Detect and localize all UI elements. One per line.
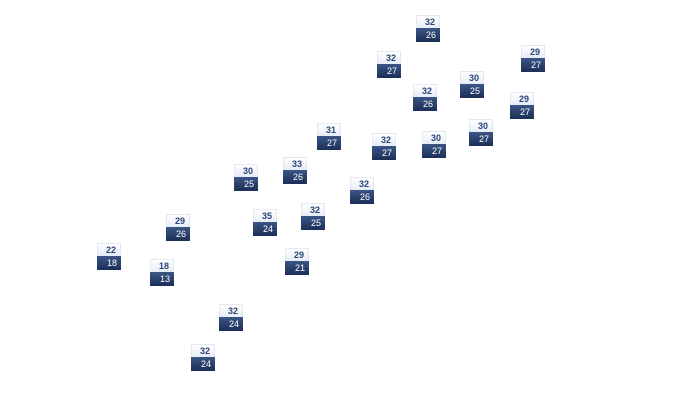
temperature-marker[interactable]: 29 26: [166, 214, 190, 242]
high-temperature: 35: [253, 209, 277, 222]
low-temperature: 27: [521, 58, 545, 72]
high-temperature: 32: [372, 133, 396, 146]
high-temperature: 32: [191, 344, 215, 357]
low-temperature: 26: [283, 170, 307, 184]
low-temperature: 25: [460, 84, 484, 98]
high-temperature: 32: [350, 177, 374, 190]
high-temperature: 22: [97, 243, 121, 256]
temperature-marker[interactable]: 32 27: [377, 51, 401, 79]
high-temperature: 29: [166, 214, 190, 227]
low-temperature: 24: [219, 317, 243, 331]
low-temperature: 27: [510, 105, 534, 119]
temperature-marker[interactable]: 29 21: [285, 248, 309, 276]
temperature-marker[interactable]: 30 25: [234, 164, 258, 192]
temperature-marker[interactable]: 22 18: [97, 243, 121, 271]
low-temperature: 26: [413, 97, 437, 111]
high-temperature: 31: [317, 123, 341, 136]
low-temperature: 25: [301, 216, 325, 230]
low-temperature: 13: [150, 272, 174, 286]
high-temperature: 30: [234, 164, 258, 177]
high-temperature: 32: [301, 203, 325, 216]
low-temperature: 27: [377, 64, 401, 78]
high-temperature: 32: [413, 84, 437, 97]
low-temperature: 26: [166, 227, 190, 241]
low-temperature: 26: [350, 190, 374, 204]
temperature-marker[interactable]: 32 27: [372, 133, 396, 161]
temperature-marker[interactable]: 32 24: [191, 344, 215, 372]
temperature-marker[interactable]: 31 27: [317, 123, 341, 151]
low-temperature: 21: [285, 261, 309, 275]
temperature-marker[interactable]: 33 26: [283, 157, 307, 185]
low-temperature: 25: [234, 177, 258, 191]
temperature-marker[interactable]: 29 27: [510, 92, 534, 120]
temperature-marker[interactable]: 32 24: [219, 304, 243, 332]
high-temperature: 30: [422, 131, 446, 144]
low-temperature: 24: [253, 222, 277, 236]
high-temperature: 33: [283, 157, 307, 170]
temperature-marker[interactable]: 35 24: [253, 209, 277, 237]
high-temperature: 29: [521, 45, 545, 58]
high-temperature: 32: [377, 51, 401, 64]
high-temperature: 30: [469, 119, 493, 132]
high-temperature: 29: [285, 248, 309, 261]
high-temperature: 32: [416, 15, 440, 28]
temperature-marker[interactable]: 32 26: [416, 15, 440, 43]
high-temperature: 30: [460, 71, 484, 84]
low-temperature: 27: [469, 132, 493, 146]
temperature-marker[interactable]: 30 27: [469, 119, 493, 147]
low-temperature: 26: [416, 28, 440, 42]
low-temperature: 24: [191, 357, 215, 371]
temperature-marker[interactable]: 30 27: [422, 131, 446, 159]
high-temperature: 18: [150, 259, 174, 272]
low-temperature: 18: [97, 256, 121, 270]
low-temperature: 27: [372, 146, 396, 160]
temperature-marker[interactable]: 30 25: [460, 71, 484, 99]
high-temperature: 32: [219, 304, 243, 317]
temperature-marker[interactable]: 32 25: [301, 203, 325, 231]
low-temperature: 27: [317, 136, 341, 150]
low-temperature: 27: [422, 144, 446, 158]
temperature-marker[interactable]: 18 13: [150, 259, 174, 287]
temperature-marker[interactable]: 32 26: [350, 177, 374, 205]
high-temperature: 29: [510, 92, 534, 105]
temperature-marker[interactable]: 29 27: [521, 45, 545, 73]
temperature-marker[interactable]: 32 26: [413, 84, 437, 112]
